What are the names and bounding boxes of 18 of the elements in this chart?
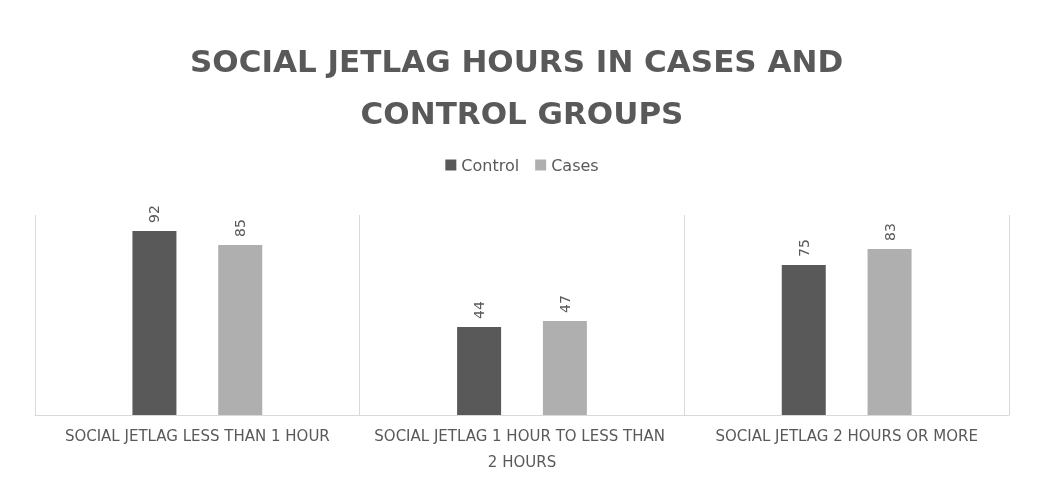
bar [218, 245, 263, 415]
data-label: 92 [146, 205, 163, 223]
x-tick-label: SOCIAL JETLAG 1 HOUR TO LESS THAN 2 HOURS [374, 427, 670, 471]
x-tick-label: SOCIAL JETLAG 2 HOURS OR MORE [715, 427, 978, 445]
x-tick-label: SOCIAL JETLAG LESS THAN 1 HOUR [64, 427, 330, 445]
bar [867, 249, 912, 415]
bar [781, 265, 826, 415]
bar [132, 231, 177, 415]
data-label: 44 [471, 301, 488, 319]
bar [542, 321, 587, 415]
legend-label: Control [461, 155, 520, 175]
data-label: 83 [881, 223, 898, 241]
data-label: 75 [795, 239, 812, 257]
bar [457, 327, 502, 415]
legend-label: Cases [551, 155, 599, 175]
data-label: 85 [232, 219, 249, 237]
chart-title: SOCIAL JETLAG HOURS IN CASES AND CONTROL GROUPS [190, 43, 854, 131]
data-label: 47 [556, 295, 573, 313]
